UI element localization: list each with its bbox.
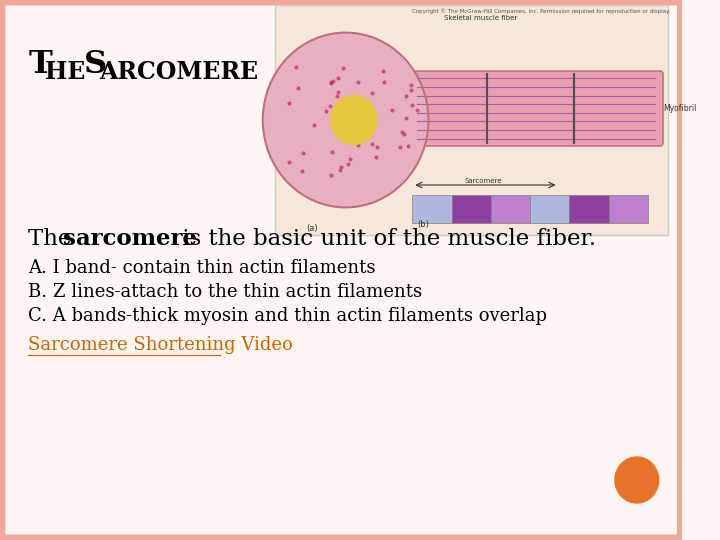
Text: Myofibril: Myofibril — [663, 104, 696, 113]
Bar — [451, 195, 491, 223]
Text: A. I band- contain thin actin filaments: A. I band- contain thin actin filaments — [28, 259, 376, 277]
Bar — [530, 195, 570, 223]
Text: is the basic unit of the muscle fiber.: is the basic unit of the muscle fiber. — [175, 228, 596, 250]
Bar — [570, 195, 608, 223]
Text: Copyright © The McGraw-Hill Companies, Inc. Permission required for reproduction: Copyright © The McGraw-Hill Companies, I… — [413, 8, 671, 14]
Text: ARCOMERE: ARCOMERE — [99, 60, 258, 84]
Text: Skeletal muscle fiber: Skeletal muscle fiber — [444, 15, 517, 21]
Circle shape — [615, 457, 659, 503]
Circle shape — [263, 32, 428, 207]
Bar — [491, 195, 530, 223]
FancyBboxPatch shape — [410, 71, 663, 146]
Bar — [413, 195, 451, 223]
Text: T: T — [28, 49, 53, 80]
Text: (b): (b) — [417, 220, 429, 229]
FancyBboxPatch shape — [2, 2, 680, 538]
Text: Sarcomere Shortening Video: Sarcomere Shortening Video — [28, 336, 293, 354]
Circle shape — [330, 96, 377, 145]
Bar — [608, 195, 648, 223]
Text: (a): (a) — [306, 224, 318, 233]
Text: sarcomere: sarcomere — [63, 228, 197, 250]
Text: The: The — [28, 228, 79, 250]
Text: C. A bands-thick myosin and thin actin filaments overlap: C. A bands-thick myosin and thin actin f… — [28, 307, 547, 325]
Text: HE: HE — [45, 60, 93, 84]
FancyBboxPatch shape — [275, 5, 668, 235]
Text: B. Z lines-attach to the thin actin filaments: B. Z lines-attach to the thin actin fila… — [28, 283, 423, 301]
Text: Sarcomere: Sarcomere — [464, 178, 502, 184]
Text: S: S — [84, 49, 107, 80]
